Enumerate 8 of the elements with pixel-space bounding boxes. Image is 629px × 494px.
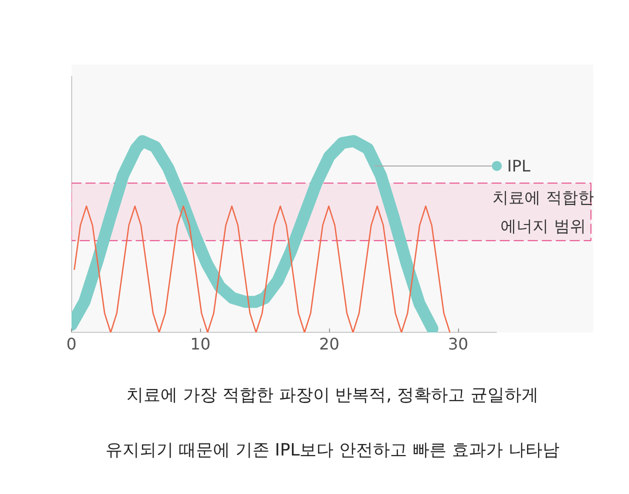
band-label: 치료에 적합한 에너지 범위 [492,188,594,236]
x-tick-label: 10 [190,334,211,354]
text: 치료에 가장 적합한 파장이 반복적, 정확하고 균일하게 [126,386,538,406]
x-tick-label: 20 [319,334,340,354]
x-tick-label: 0 [66,334,77,354]
text: 유지되기 때문에 기존 IPL보다 안전하고 빠른 효과가 나타남 [106,440,560,460]
x-tick-label: 30 [448,334,468,354]
legend-label: IPL [507,156,531,176]
